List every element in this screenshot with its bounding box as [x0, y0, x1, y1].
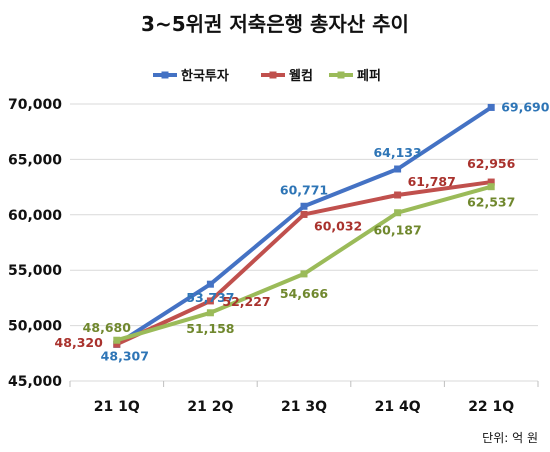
data-label: 53,737	[186, 290, 234, 305]
data-point	[300, 210, 308, 218]
data-point	[394, 209, 402, 217]
data-point	[206, 297, 214, 305]
x-tick-label: 21 1Q	[94, 399, 140, 415]
data-point	[394, 165, 402, 173]
legend-swatch-marker	[337, 71, 345, 79]
data-point	[487, 178, 495, 186]
x-tick-label: 21 4Q	[375, 399, 421, 415]
data-label: 48,680	[83, 320, 132, 335]
unit-note: 단위: 억 원	[482, 431, 538, 445]
data-label: 62,956	[467, 156, 516, 171]
data-label: 64,133	[373, 145, 421, 160]
chart-title: 3~5위권 저축은행 총자산 추이	[141, 12, 409, 36]
legend-label: 웰컴	[289, 69, 313, 84]
y-tick-label: 65,000	[8, 152, 62, 168]
legend-swatch-marker	[269, 71, 277, 79]
data-point	[206, 280, 214, 288]
data-label: 48,307	[101, 348, 149, 363]
data-point	[300, 202, 308, 210]
y-tick-label: 50,000	[8, 319, 62, 335]
data-point	[206, 309, 214, 317]
data-label: 48,320	[55, 335, 104, 350]
y-tick-label: 70,000	[8, 97, 62, 113]
y-tick-label: 45,000	[8, 374, 62, 390]
data-point	[487, 103, 495, 111]
data-label: 52,227	[222, 294, 270, 309]
data-label: 60,187	[373, 223, 421, 238]
data-point	[113, 340, 121, 348]
x-tick-label: 21 2Q	[187, 399, 233, 415]
data-label: 60,032	[314, 218, 362, 233]
data-point	[394, 191, 402, 199]
data-label: 69,690	[501, 99, 550, 114]
data-label: 54,666	[280, 286, 329, 301]
data-point	[300, 270, 308, 278]
x-tick-label: 21 3Q	[281, 399, 327, 415]
legend-label: 한국투자	[181, 68, 229, 84]
data-label: 60,771	[280, 182, 328, 197]
y-tick-label: 60,000	[8, 208, 62, 224]
series-line-0	[114, 105, 494, 347]
data-point	[113, 336, 121, 344]
data-label: 62,537	[467, 195, 515, 210]
legend-swatch-marker	[161, 71, 169, 79]
legend-label: 페퍼	[357, 69, 381, 84]
x-tick-label: 22 1Q	[468, 399, 514, 415]
data-label: 61,787	[408, 174, 456, 189]
data-label: 51,158	[186, 321, 234, 336]
y-tick-label: 55,000	[8, 263, 62, 279]
data-point	[487, 183, 495, 191]
